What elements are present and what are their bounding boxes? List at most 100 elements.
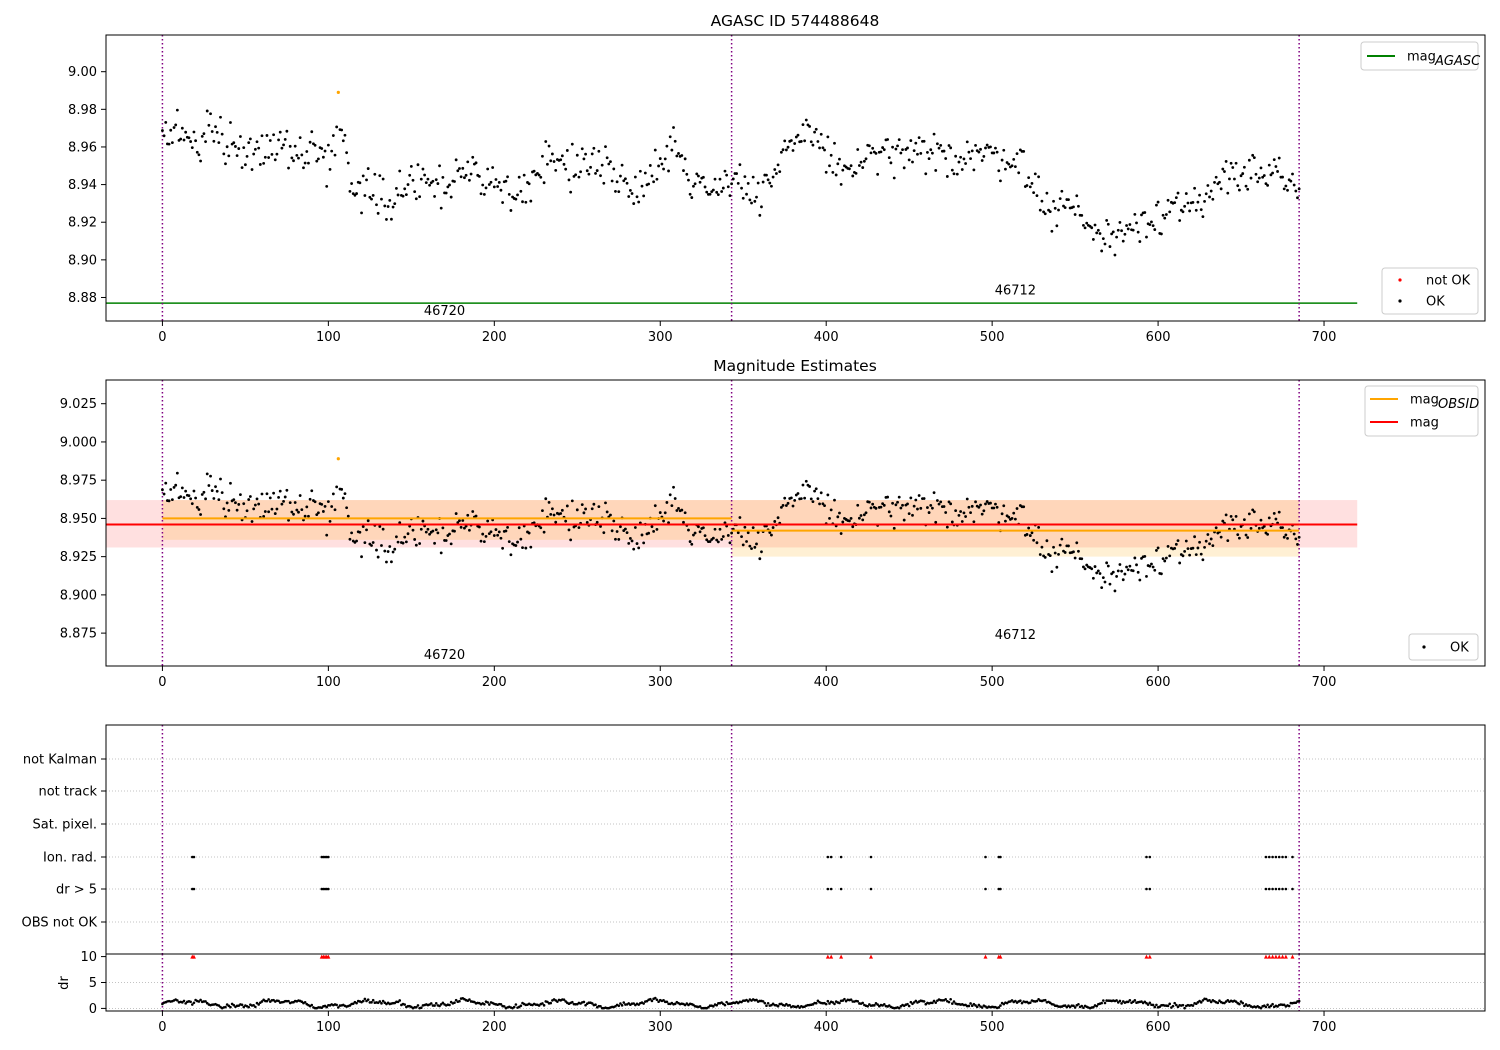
ok-point xyxy=(663,511,667,515)
ok-point xyxy=(635,195,639,199)
ok-point xyxy=(1244,184,1248,188)
ok-point xyxy=(730,182,734,186)
ok-point xyxy=(828,164,831,168)
dr-point xyxy=(826,999,830,1003)
dr-point xyxy=(1043,998,1047,1002)
ok-point xyxy=(270,507,274,511)
ok-point xyxy=(640,533,644,537)
ok-point xyxy=(449,542,453,546)
ok-point xyxy=(602,531,606,535)
ok-point xyxy=(633,175,637,179)
ok-point xyxy=(1252,510,1256,514)
ok-point xyxy=(927,157,931,161)
dr-point xyxy=(952,1000,956,1003)
ok-point xyxy=(278,489,282,493)
dr-point xyxy=(648,997,652,1001)
ok-point xyxy=(1199,552,1203,556)
ok-point xyxy=(867,144,871,148)
ok-point xyxy=(439,206,443,210)
ok-point xyxy=(569,190,573,194)
ok-point xyxy=(565,504,569,508)
flag-point xyxy=(1284,855,1288,859)
ok-point xyxy=(859,160,863,164)
ok-point xyxy=(939,144,943,147)
ok-point xyxy=(428,532,431,536)
ok-point xyxy=(474,161,478,165)
clipped-dr-marker xyxy=(1144,954,1149,959)
ok-point xyxy=(698,530,702,534)
ok-point xyxy=(448,183,451,187)
dr-point xyxy=(224,1005,227,1009)
ok-point xyxy=(507,540,511,544)
flag-point xyxy=(192,887,196,891)
ok-point xyxy=(506,175,509,179)
ok-point xyxy=(776,163,780,167)
clipped-dr-marker xyxy=(326,954,331,959)
ok-point xyxy=(292,512,295,516)
ok-point xyxy=(851,525,855,529)
ok-point xyxy=(756,531,760,534)
dr-point xyxy=(398,999,402,1002)
dr-point xyxy=(1102,999,1105,1002)
ok-point xyxy=(619,525,622,529)
ok-point xyxy=(1166,545,1170,548)
ok-point xyxy=(1100,249,1104,253)
ok-point xyxy=(723,169,727,173)
legend-subscript: OBSID xyxy=(1438,397,1479,412)
ok-point xyxy=(179,495,183,499)
ok-point xyxy=(295,508,299,512)
ok-point xyxy=(989,145,992,149)
ok-point xyxy=(308,497,312,501)
ok-point xyxy=(614,190,617,193)
ok-point xyxy=(232,498,236,502)
ok-point xyxy=(1113,589,1117,593)
ok-point xyxy=(1115,235,1119,239)
ok-point xyxy=(320,147,324,150)
ok-point xyxy=(1204,539,1208,543)
dr-point xyxy=(1271,1002,1274,1006)
ok-point xyxy=(521,546,524,550)
ok-point xyxy=(499,536,503,540)
dr-point xyxy=(1126,1000,1130,1004)
dr-point xyxy=(454,998,458,1002)
clipped-dr-marker xyxy=(1270,954,1275,959)
ok-point xyxy=(851,174,855,178)
dr-point xyxy=(1175,1003,1178,1007)
dr-point xyxy=(590,1002,594,1005)
flag-point xyxy=(829,887,833,891)
ok-point xyxy=(514,197,518,201)
ok-point xyxy=(784,148,788,152)
dr-point xyxy=(999,1004,1002,1007)
ok-point xyxy=(194,139,198,143)
flag-point xyxy=(999,887,1002,891)
dr-point xyxy=(1282,1003,1286,1007)
ok-point xyxy=(753,545,757,549)
ok-point xyxy=(195,150,199,154)
ok-point xyxy=(1058,197,1062,201)
ok-point xyxy=(413,190,417,194)
ok-point xyxy=(672,126,675,129)
ok-point xyxy=(1238,188,1241,192)
panel-agasc: AGASC ID 574488648 46720 46712 0 100 200 300 4… xyxy=(68,12,1486,345)
ok-point xyxy=(1173,201,1177,205)
dr-point xyxy=(1115,999,1118,1002)
ok-point xyxy=(916,152,919,156)
ok-point xyxy=(937,502,941,506)
ok-point xyxy=(182,138,186,142)
ok-point xyxy=(821,146,825,150)
ok-point xyxy=(431,179,435,183)
ok-point xyxy=(421,167,425,171)
ok-point xyxy=(484,186,488,190)
ok-point xyxy=(949,146,953,150)
ok-point xyxy=(348,537,352,541)
dr-point xyxy=(370,1001,373,1004)
dr-point xyxy=(977,1003,981,1007)
ok-point xyxy=(761,180,765,184)
ok-point xyxy=(911,160,914,164)
ok-point xyxy=(1294,537,1298,541)
ok-point xyxy=(899,151,903,155)
dr-point xyxy=(582,1000,586,1004)
ok-point xyxy=(929,148,933,152)
ok-point xyxy=(423,173,427,177)
dr-point xyxy=(363,997,367,1001)
